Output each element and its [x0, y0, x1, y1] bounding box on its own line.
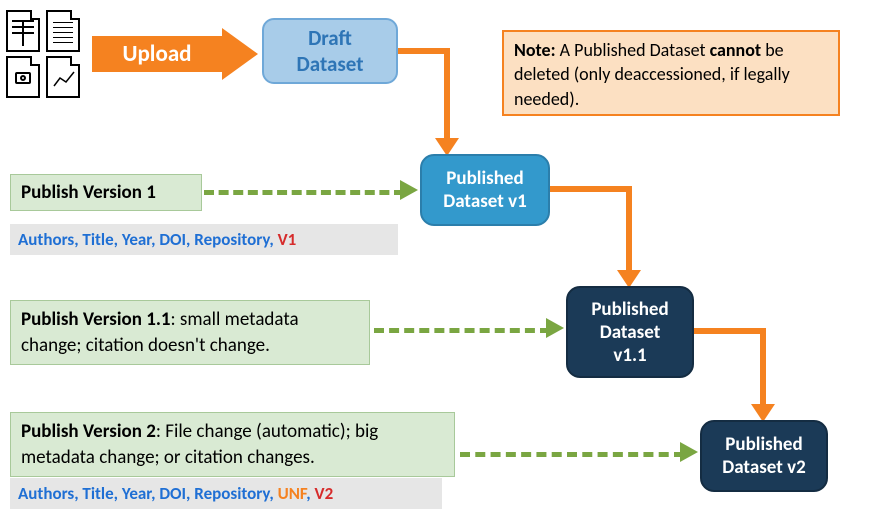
file-icon-table	[6, 10, 40, 52]
cit-v2-ver: V2	[315, 483, 334, 504]
arrow-draft-v1-v	[444, 48, 450, 140]
arrow-v1-v11-v	[626, 186, 632, 272]
cit-v2-unf: UNF	[278, 483, 307, 504]
dash-head-3	[680, 442, 698, 462]
dash-arrow-3	[460, 452, 684, 457]
arrow-v1-v11-h	[550, 186, 632, 192]
dash-arrow-2	[374, 328, 550, 333]
cit-v1-ver: V1	[278, 229, 297, 250]
cit-v1-main: Authors, Title, Year, DOI, Repository,	[18, 229, 278, 250]
node-draft-dataset: Draft Dataset	[262, 18, 398, 84]
arrow-v11-v2-v	[760, 328, 766, 406]
label-publish-v1: Publish Version 1	[10, 174, 202, 211]
node-published-v2: Published Dataset v2	[700, 420, 828, 492]
note-box: Note: A Published Dataset cannot be dele…	[502, 30, 840, 116]
note-prefix: Note:	[514, 39, 556, 61]
dash-head-2	[546, 318, 564, 338]
dash-arrow-1	[204, 190, 404, 195]
file-icon-text	[46, 10, 80, 52]
citation-v2: Authors, Title, Year, DOI, Repository, U…	[10, 478, 442, 509]
upload-arrow: Upload	[92, 28, 260, 80]
label-publish-v11: Publish Version 1.1: small metadata chan…	[10, 300, 370, 365]
upload-label: Upload	[92, 36, 222, 72]
note-bold: cannot	[710, 39, 762, 61]
label-pv11-bold: Publish Version 1.1	[21, 308, 171, 331]
label-pv2-bold: Publish Version 2	[21, 420, 156, 443]
label-publish-v2: Publish Version 2: File change (automati…	[10, 412, 455, 477]
file-icon-photo	[6, 56, 40, 98]
note-text1: A Published Dataset	[556, 39, 710, 61]
cit-v2-comma: ,	[306, 483, 314, 504]
node-published-v11: Published Dataset v1.1	[566, 286, 694, 378]
arrow-draft-v1-h	[398, 48, 450, 54]
label-pv1-bold: Publish Version 1	[21, 181, 156, 204]
arrow-v11-v2-h	[694, 328, 766, 334]
node-published-v1: Published Dataset v1	[420, 154, 550, 226]
citation-v1: Authors, Title, Year, DOI, Repository, V…	[10, 224, 398, 255]
file-icon-chart	[46, 56, 80, 98]
file-icons-group	[6, 10, 86, 100]
dash-head-1	[400, 180, 418, 200]
cit-v2-main: Authors, Title, Year, DOI, Repository,	[18, 483, 278, 504]
